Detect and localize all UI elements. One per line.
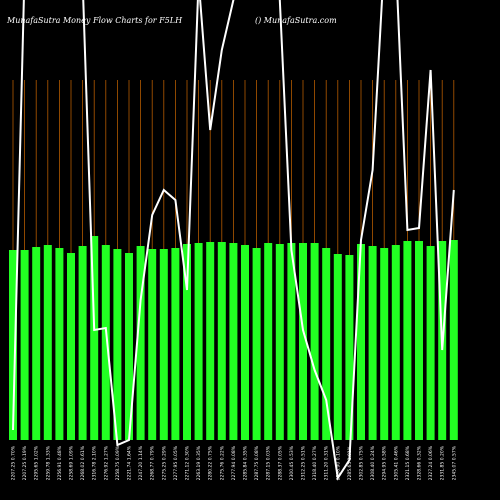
x-tick-label: 2271.12 0.30% <box>185 445 191 480</box>
x-tick-label: 2277.94 0.08% <box>231 445 237 480</box>
bar <box>67 253 75 440</box>
bar <box>357 244 365 440</box>
x-tick-label: 2275.25 0.29% <box>161 445 167 480</box>
bar <box>380 248 389 440</box>
x-tick-label: 2259.78 1.33% <box>45 445 51 480</box>
x-tick-label: 2280.22 0.75% <box>208 445 214 480</box>
x-tick-label: 2321.15 0.68% <box>405 445 411 480</box>
bar <box>391 245 400 440</box>
bar <box>264 243 273 440</box>
bar <box>125 253 133 440</box>
bar <box>287 243 296 440</box>
x-tick-label: 2308.90 0.10% <box>335 445 341 480</box>
x-tick-label: 2302.85 0.75% <box>359 445 365 480</box>
x-tick-label: 2300.45 0.53% <box>289 445 295 480</box>
bar <box>275 244 284 440</box>
x-tick-label: 2311.20 0.31% <box>324 445 330 480</box>
bar <box>299 243 307 440</box>
bar <box>322 248 331 440</box>
x-tick-label: 2288.37 0.05% <box>277 445 283 480</box>
bar <box>32 247 41 440</box>
bar <box>136 246 145 440</box>
bar <box>9 250 17 440</box>
x-tick-label: 2268.77 0.79% <box>150 445 156 480</box>
x-tick-label: 2256.91 0.48% <box>57 445 63 480</box>
x-tick-label: 2318.40 0.27% <box>312 445 318 480</box>
x-tick-label: 2287.15 0.03% <box>266 445 272 480</box>
bar <box>217 242 226 440</box>
bar <box>449 240 458 440</box>
x-tick-label: 2305.41 0.46% <box>393 445 399 480</box>
x-tick-label: 2258.75 0.09% <box>115 445 121 480</box>
bar <box>43 245 52 440</box>
x-tick-label: 2258.69 1.09% <box>69 445 75 480</box>
bar <box>241 245 249 440</box>
bar <box>113 249 122 440</box>
chart-subtitle: () MunafaSutra.com <box>255 16 337 25</box>
bar <box>159 249 168 440</box>
bar <box>90 236 99 440</box>
x-tick-label: 2328.66 0.32% <box>417 445 423 480</box>
x-tick-label: 2287.75 0.08% <box>254 445 260 480</box>
bar <box>426 246 435 440</box>
bar <box>171 248 180 440</box>
bar <box>78 246 87 440</box>
x-tick-label: 2263.19 0.35% <box>196 445 202 480</box>
bar <box>206 242 215 440</box>
x-tick-label: 2294.95 0.58% <box>382 445 388 480</box>
x-tick-label: 2275.76 0.22% <box>219 445 225 480</box>
x-tick-label: 2308.40 0.24% <box>370 445 376 480</box>
x-tick-label: 2295.65 1.02% <box>34 445 40 480</box>
bar <box>252 248 261 440</box>
bar <box>333 254 342 440</box>
bar <box>20 250 29 440</box>
x-tick-label: 2247.20 1.14% <box>138 445 144 480</box>
x-tick-label: 2221.74 1.64% <box>127 445 133 480</box>
bar <box>368 246 377 440</box>
x-tick-label: 2276.92 1.27% <box>103 445 109 480</box>
x-tick-label: 2285.84 0.35% <box>243 445 249 480</box>
x-tick-label: 2316.78 2.10% <box>92 445 98 480</box>
bar <box>415 241 423 440</box>
bar <box>194 243 203 440</box>
x-tick-label: 2345.07 0.57% <box>451 445 457 480</box>
bar <box>55 248 64 440</box>
x-tick-label: 2312.25 0.51% <box>301 445 307 480</box>
x-tick-label: 2207.25 0.19% <box>22 445 28 480</box>
x-tick-label: 2327.24 0.06% <box>428 445 434 480</box>
x-tick-label: 2331.85 0.20% <box>440 445 446 480</box>
x-tick-label: 2268.02 0.61% <box>80 445 86 480</box>
x-tick-label: 2285.65 1.01% <box>347 445 353 480</box>
bar <box>101 245 110 440</box>
chart-title: MunafaSutra Money Flow Charts for F5LH <box>6 16 183 25</box>
bar <box>148 249 157 440</box>
x-tick-label: 2207.25 0.70% <box>11 445 17 480</box>
flow-line <box>12 0 455 481</box>
x-tick-label: 2277.95 0.05% <box>173 445 179 480</box>
bar <box>183 244 191 440</box>
bar <box>310 243 319 440</box>
bar <box>345 255 354 440</box>
bar <box>229 243 238 440</box>
bar <box>403 241 412 440</box>
